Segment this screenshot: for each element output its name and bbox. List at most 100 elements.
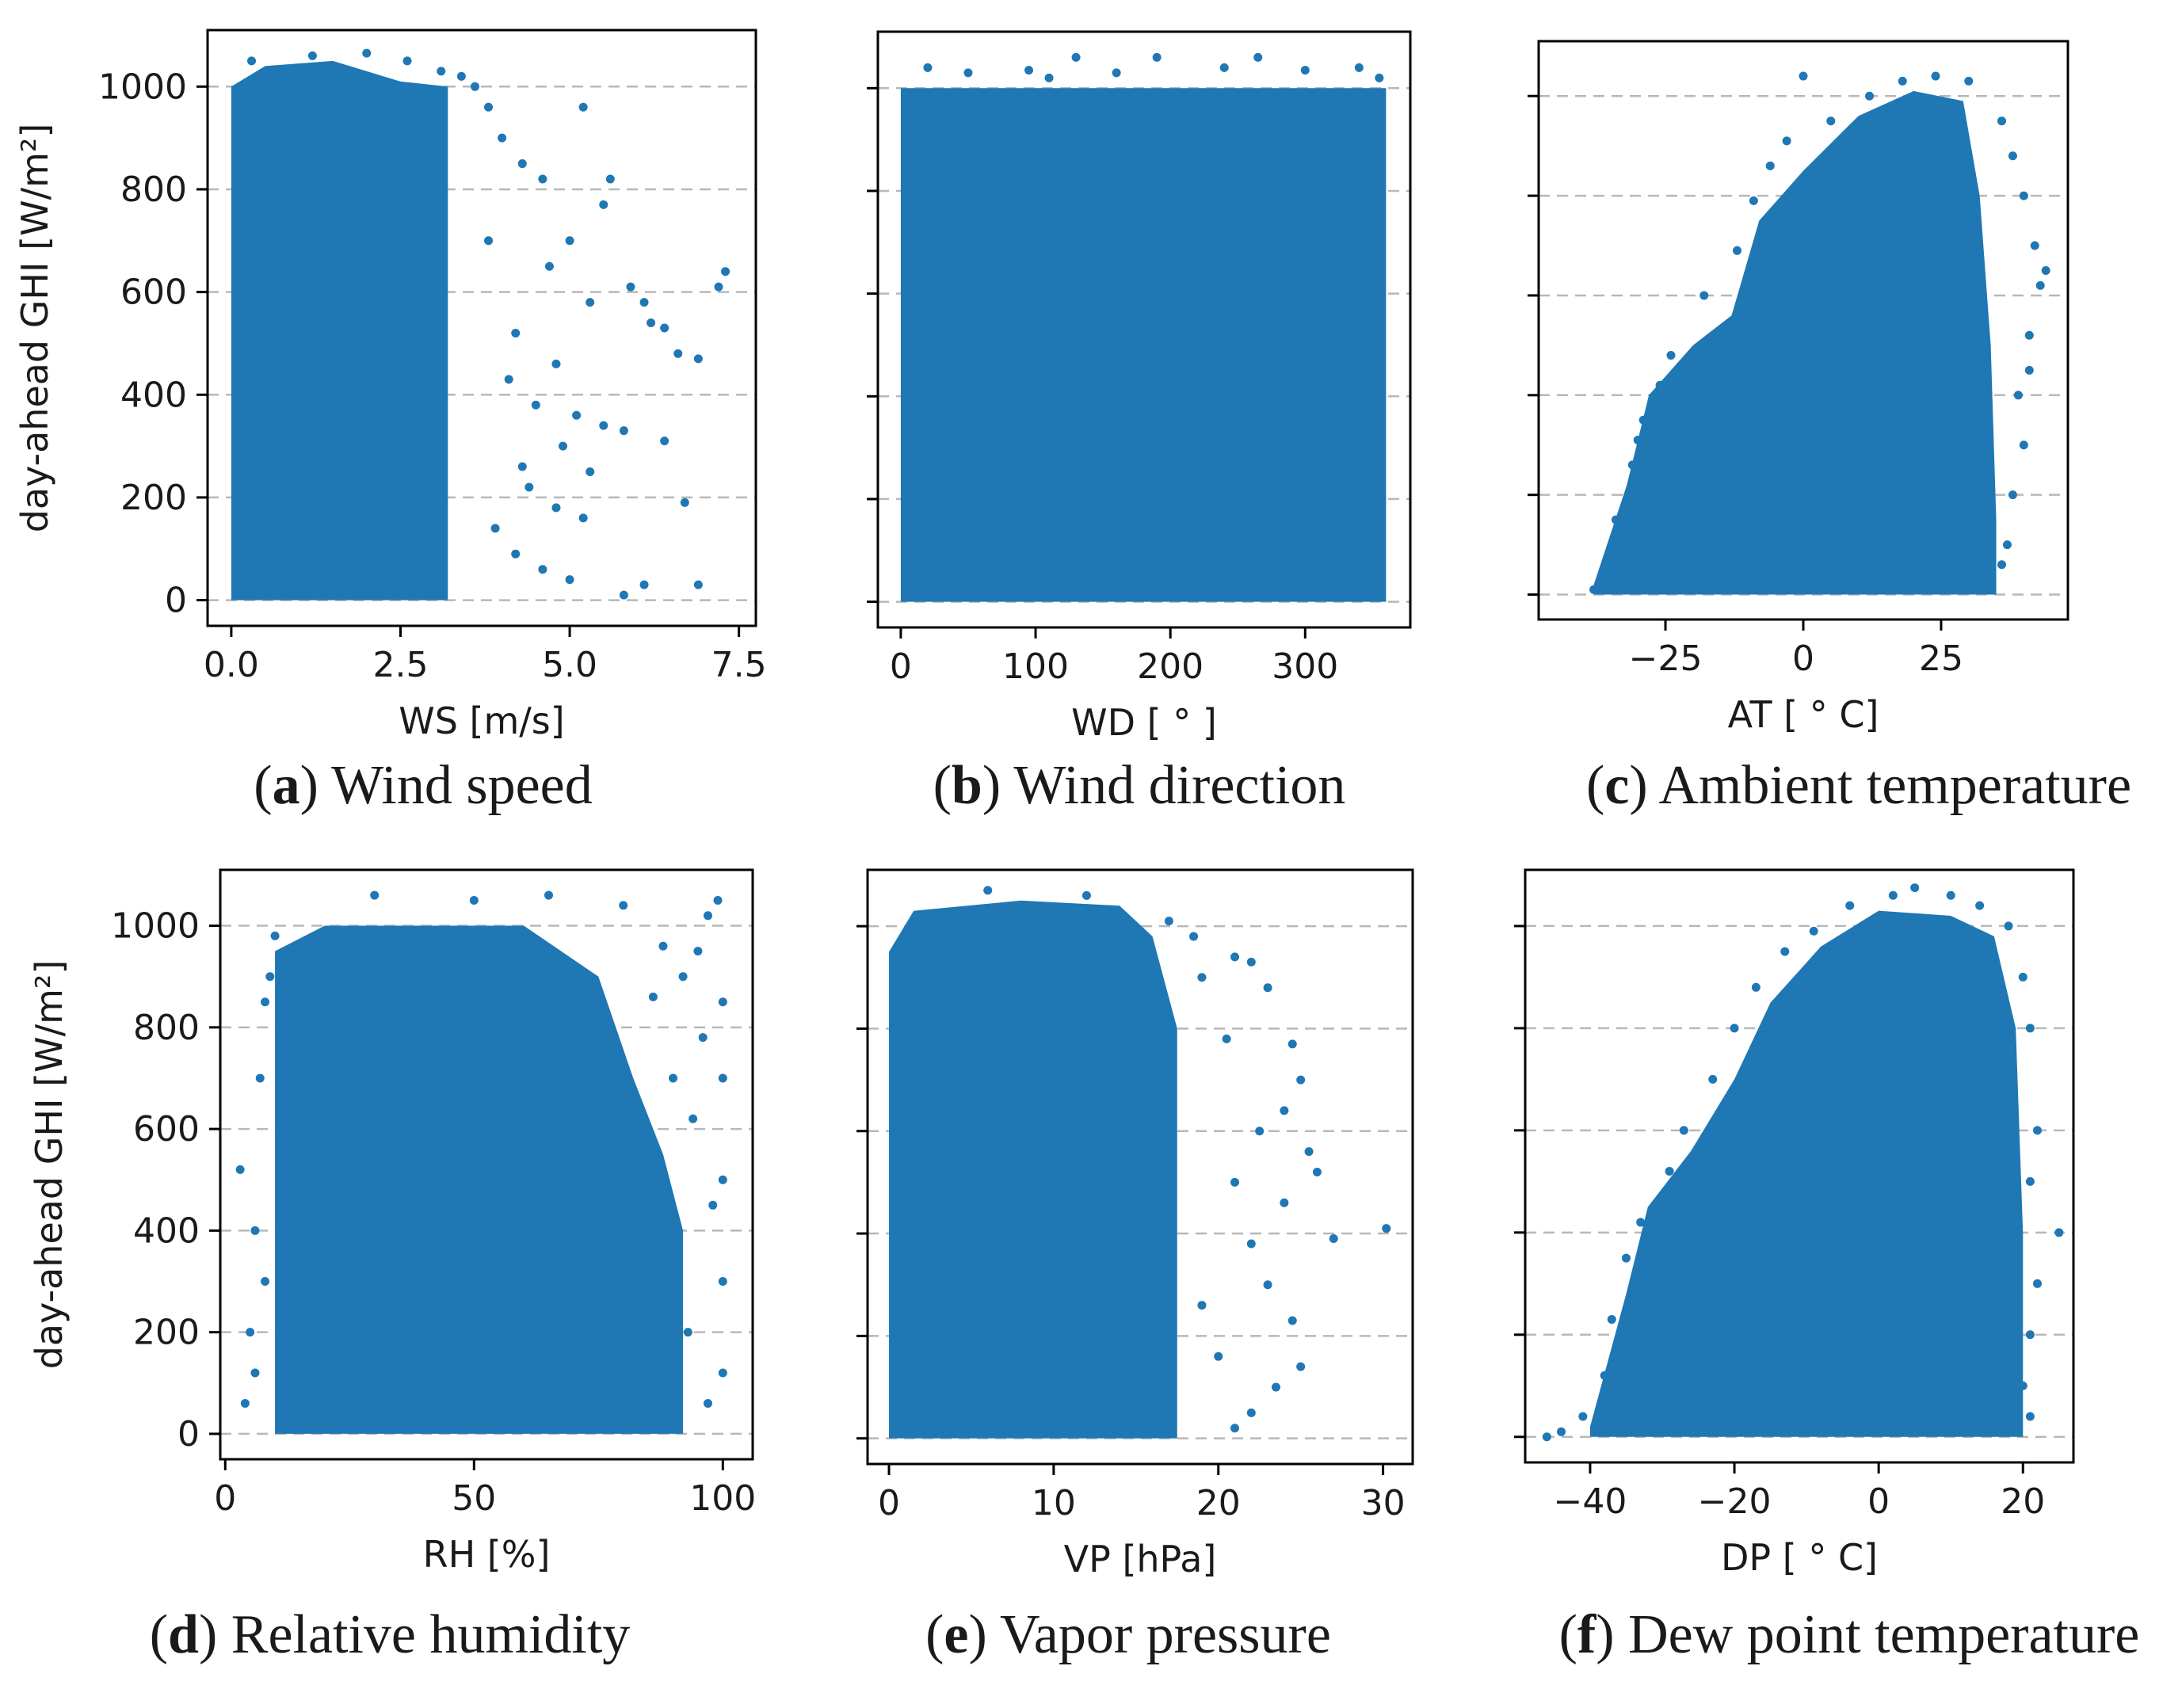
data-point <box>693 580 703 589</box>
data-point <box>718 1368 727 1378</box>
data-point <box>1312 1167 1322 1176</box>
data-point <box>1354 63 1364 72</box>
data-point <box>2008 490 2017 500</box>
data-point <box>1605 580 1615 589</box>
data-point <box>1164 917 1173 926</box>
x-tick-label: 20 <box>1196 1483 1241 1523</box>
x-tick-label: 5.0 <box>542 645 597 685</box>
dense-point-cloud <box>900 88 1387 602</box>
x-tick-label: 25 <box>1919 639 1963 679</box>
data-point <box>1152 52 1162 62</box>
x-tick-label: 100 <box>1002 646 1069 687</box>
panel-e: 0 10 20 30 VP [hPa] (e) Vapor pressure <box>856 868 1414 1665</box>
caption-letter: b <box>952 755 982 816</box>
x-axis-label: WS [m/s] <box>399 700 564 742</box>
data-point <box>1607 1314 1616 1324</box>
data-point <box>1865 91 1874 101</box>
data-point <box>658 941 668 951</box>
data-point <box>1287 1316 1297 1325</box>
caption-title: Wind speed <box>331 755 593 816</box>
data-point <box>2025 1176 2035 1186</box>
data-point <box>1749 196 1758 205</box>
data-point <box>1679 1126 1688 1135</box>
data-point <box>511 549 521 559</box>
x-tick-label: 30 <box>1361 1483 1406 1523</box>
y-axis-label: day-ahead GHI [W/m²] <box>13 124 56 533</box>
data-point <box>599 421 608 430</box>
y-tick-label: 200 <box>120 478 187 518</box>
data-point <box>1666 350 1676 360</box>
data-point <box>1280 1106 1289 1115</box>
x-tick-label: 20 <box>2001 1481 2045 1522</box>
data-point <box>1304 1147 1314 1157</box>
data-point <box>2019 440 2028 450</box>
data-point <box>578 102 588 112</box>
data-point <box>1616 545 1626 555</box>
data-point <box>1997 116 2006 126</box>
x-tick-label: 2.5 <box>372 645 428 685</box>
data-point <box>240 1398 250 1408</box>
data-point <box>2018 972 2028 982</box>
panel-caption: (b) Wind direction <box>933 755 1346 816</box>
y-tick-label: 1000 <box>98 67 187 107</box>
data-point <box>639 298 649 307</box>
panel-caption: (e) Vapor pressure <box>925 1604 1331 1665</box>
data-point <box>1287 1039 1297 1049</box>
panel-f: −40 −20 0 20 DP [ ° C] (f) Dew point temperat… <box>1514 868 2139 1665</box>
data-point <box>1665 1166 1674 1176</box>
data-point <box>2025 1024 2035 1033</box>
data-point <box>599 200 608 209</box>
data-point <box>660 437 669 446</box>
data-point <box>1621 1253 1631 1263</box>
data-point <box>551 359 561 368</box>
data-point <box>1898 76 1907 86</box>
data-point <box>402 56 412 66</box>
data-point <box>923 63 933 72</box>
dense-point-cloud <box>231 60 448 600</box>
data-point <box>255 1073 265 1083</box>
data-point <box>586 467 595 477</box>
data-point <box>1375 73 1384 82</box>
data-point <box>1655 380 1665 390</box>
data-point <box>511 328 521 337</box>
data-point <box>718 997 727 1007</box>
data-point <box>1246 957 1256 966</box>
data-point <box>2035 280 2045 290</box>
y-tick-label: 0 <box>177 1414 200 1454</box>
data-point <box>1627 460 1637 470</box>
data-point <box>619 426 628 436</box>
data-point <box>525 482 534 492</box>
plot-frame <box>1524 868 2075 1464</box>
x-tick-label: 0 <box>1867 1481 1890 1522</box>
data-point <box>261 997 270 1007</box>
data-point <box>1699 291 1709 300</box>
data-point <box>1189 932 1199 941</box>
data-point <box>2018 1381 2028 1390</box>
data-point <box>703 1398 712 1408</box>
data-point <box>362 48 372 58</box>
data-point <box>270 931 280 940</box>
data-point <box>544 261 554 271</box>
data-point <box>983 886 993 895</box>
data-point <box>669 1073 678 1083</box>
data-point <box>250 1368 260 1378</box>
data-point <box>1730 1024 1739 1033</box>
data-point <box>2025 1330 2035 1340</box>
plot-frame <box>219 868 754 1461</box>
y-tick-label: 800 <box>120 170 187 210</box>
data-point <box>648 992 658 1001</box>
caption-title: Dew point temperature <box>1628 1604 2139 1665</box>
data-point <box>1997 560 2006 570</box>
data-point <box>1081 890 1091 900</box>
x-tick-label: 10 <box>1032 1483 1076 1523</box>
data-point <box>2032 1279 2042 1288</box>
caption-letter: f <box>1577 1604 1596 1665</box>
data-point <box>1799 71 1808 81</box>
x-axis-label: RH [%] <box>423 1533 551 1576</box>
data-point <box>565 236 574 246</box>
data-point <box>2002 540 2012 550</box>
x-tick-label: 0 <box>214 1478 236 1519</box>
data-point <box>1263 1280 1272 1290</box>
plot-frame <box>876 30 1412 629</box>
